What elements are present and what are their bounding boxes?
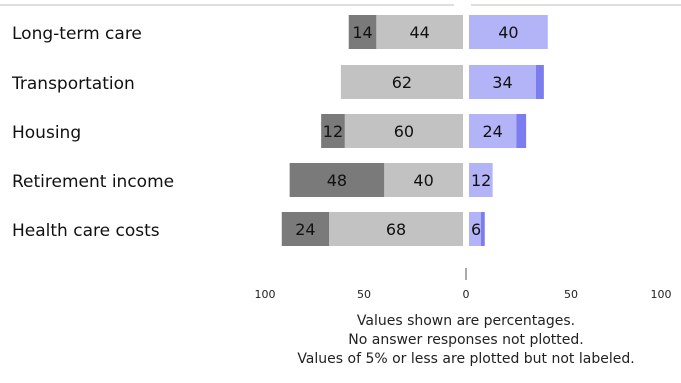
data-label: 40 — [413, 171, 433, 190]
bar-left-inner — [376, 15, 463, 49]
note-percentages: Values shown are percentages. — [356, 313, 576, 329]
data-label: 44 — [409, 23, 429, 42]
bar-right-outer — [516, 114, 527, 148]
data-label: 68 — [386, 220, 406, 239]
data-label: 40 — [498, 23, 518, 42]
data-label: 34 — [492, 73, 512, 92]
bar-left-outer — [281, 212, 330, 246]
data-label: 14 — [352, 23, 372, 42]
axis-tick-label: 0 — [463, 288, 470, 301]
category-label: Health care costs — [12, 221, 160, 241]
axis-tick-label: 50 — [564, 288, 578, 301]
bar-right-outer — [535, 65, 544, 99]
data-label: 24 — [482, 122, 502, 141]
axis-tick-label: 100 — [255, 288, 276, 301]
bar-right-inner — [469, 15, 548, 49]
bar-left-inner — [340, 65, 463, 99]
bar-left-inner — [384, 163, 463, 197]
note-threshold: Values of 5% or less are plotted but not… — [297, 351, 635, 367]
bar-left-outer — [289, 163, 385, 197]
bar-left-outer — [348, 15, 377, 49]
bar-left-outer — [321, 114, 345, 148]
axis-tick-label: 50 — [357, 288, 371, 301]
note-no-answer: No answer responses not plotted. — [348, 332, 584, 348]
axis-tick-label: 100 — [651, 288, 672, 301]
bar-right-inner — [469, 212, 481, 246]
data-label: 6 — [471, 220, 481, 239]
category-label: Housing — [12, 123, 81, 143]
category-label: Transportation — [11, 74, 135, 94]
category-label: Long-term care — [12, 24, 142, 44]
data-label: 12 — [323, 122, 343, 141]
bar-right-outer — [480, 212, 485, 246]
bar-right-inner — [469, 163, 493, 197]
data-label: 60 — [394, 122, 414, 141]
bar-left-inner — [329, 212, 463, 246]
data-label: 62 — [392, 73, 412, 92]
data-label: 12 — [471, 171, 491, 190]
data-label: 48 — [327, 171, 347, 190]
bar-left-inner — [344, 114, 463, 148]
category-label: Retirement income — [12, 172, 174, 192]
bar-right-inner — [469, 65, 536, 99]
bar-right-inner — [469, 114, 517, 148]
data-label: 24 — [295, 220, 315, 239]
